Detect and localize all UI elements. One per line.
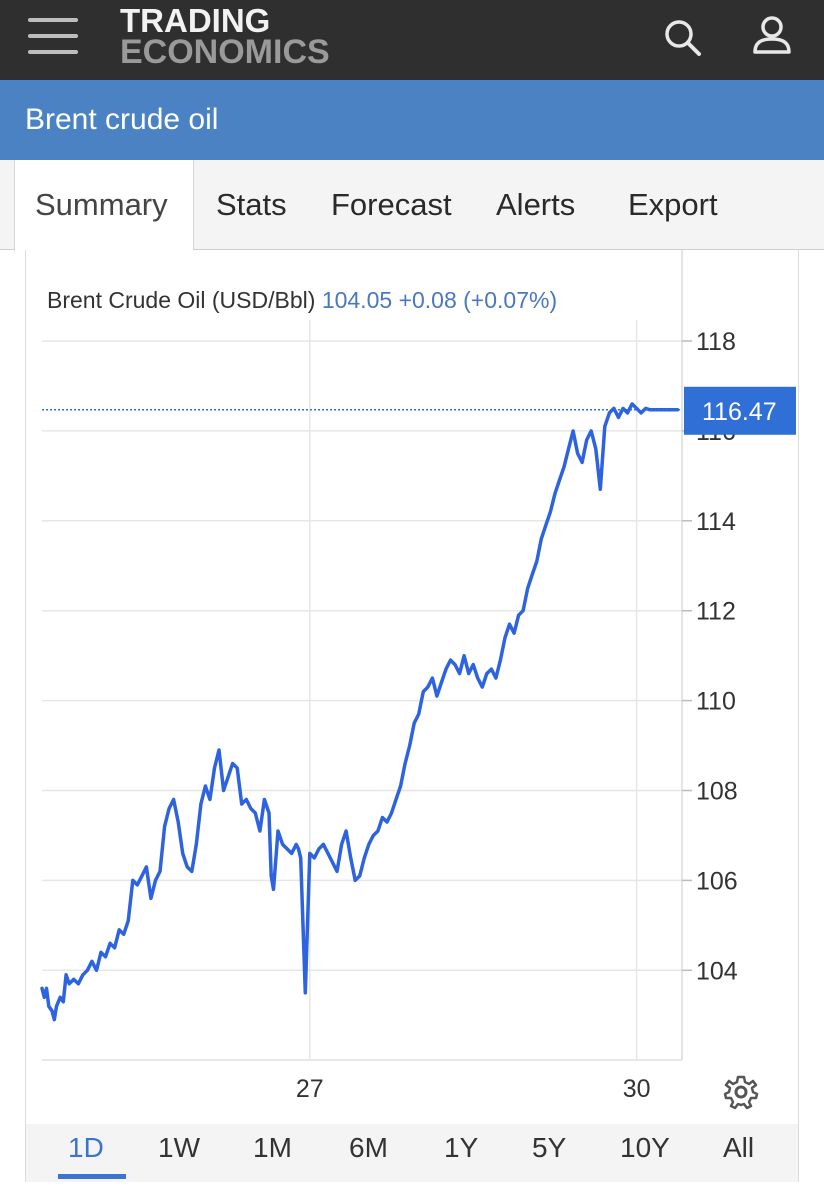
page-title: Brent crude oil — [25, 103, 219, 136]
range-selector — [26, 1124, 798, 1182]
y-tick-label: 112 — [696, 598, 736, 626]
active-range-indicator — [58, 1174, 126, 1179]
x-tick-label: 27 — [296, 1075, 324, 1103]
last-price-tag — [684, 386, 796, 435]
search-icon[interactable] — [662, 16, 702, 60]
y-tick-label: 114 — [696, 508, 736, 536]
range-1w-button[interactable]: 1W — [158, 1132, 200, 1163]
tab-alerts[interactable]: Alerts — [496, 187, 576, 222]
range-6m-button[interactable]: 6M — [349, 1132, 388, 1163]
range-1y-button[interactable]: 1Y — [444, 1132, 479, 1163]
tab-export[interactable]: Export — [628, 187, 718, 222]
y-tick-label: 104 — [696, 957, 738, 985]
tab-forecast[interactable]: Forecast — [331, 187, 452, 222]
legend-change: +0.08 (+0.07%) — [398, 287, 558, 313]
y-tick-label: 106 — [696, 867, 738, 895]
logo-line2: ECONOMICS — [120, 33, 330, 71]
logo-line1: TRADING — [120, 2, 271, 39]
user-icon[interactable] — [750, 14, 794, 58]
last-price-label: 116.47 — [702, 398, 777, 426]
legend-value: 104.05 — [321, 287, 393, 313]
settings-gear-icon[interactable] — [723, 1074, 759, 1110]
x-tick-label: 30 — [623, 1075, 651, 1103]
tab-stats[interactable]: Stats — [216, 187, 287, 222]
logo[interactable]: TRADING ECONOMICS — [120, 2, 330, 71]
menu-icon[interactable] — [28, 16, 80, 56]
range-5y-button[interactable]: 5Y — [532, 1132, 567, 1163]
chart-card — [25, 250, 799, 1182]
tab-bar: Summary Stats Forecast Alerts Export — [0, 160, 824, 251]
y-tick-label: 108 — [696, 778, 738, 806]
series-line — [40, 402, 680, 1022]
range-all-button[interactable]: All — [723, 1132, 755, 1163]
range-1m-button[interactable]: 1M — [253, 1132, 292, 1163]
chart-legend: Brent Crude Oil (USD/Bbl) 104.05 +0.08 (… — [47, 287, 557, 314]
legend-series-name: Brent Crude Oil (USD/Bbl) — [47, 287, 316, 313]
range-10y-button[interactable]: 10Y — [620, 1132, 670, 1163]
y-tick-label: 118 — [696, 328, 736, 356]
x-axis: 27 30 — [296, 320, 651, 1103]
chart-grid — [42, 250, 683, 1061]
title-bar: Brent crude oil — [0, 80, 824, 160]
range-1d-button[interactable]: 1D — [68, 1132, 104, 1163]
y-tick-label: 110 — [696, 688, 736, 716]
tab-summary[interactable]: Summary — [14, 160, 194, 251]
top-bar: TRADING ECONOMICS — [0, 0, 824, 80]
